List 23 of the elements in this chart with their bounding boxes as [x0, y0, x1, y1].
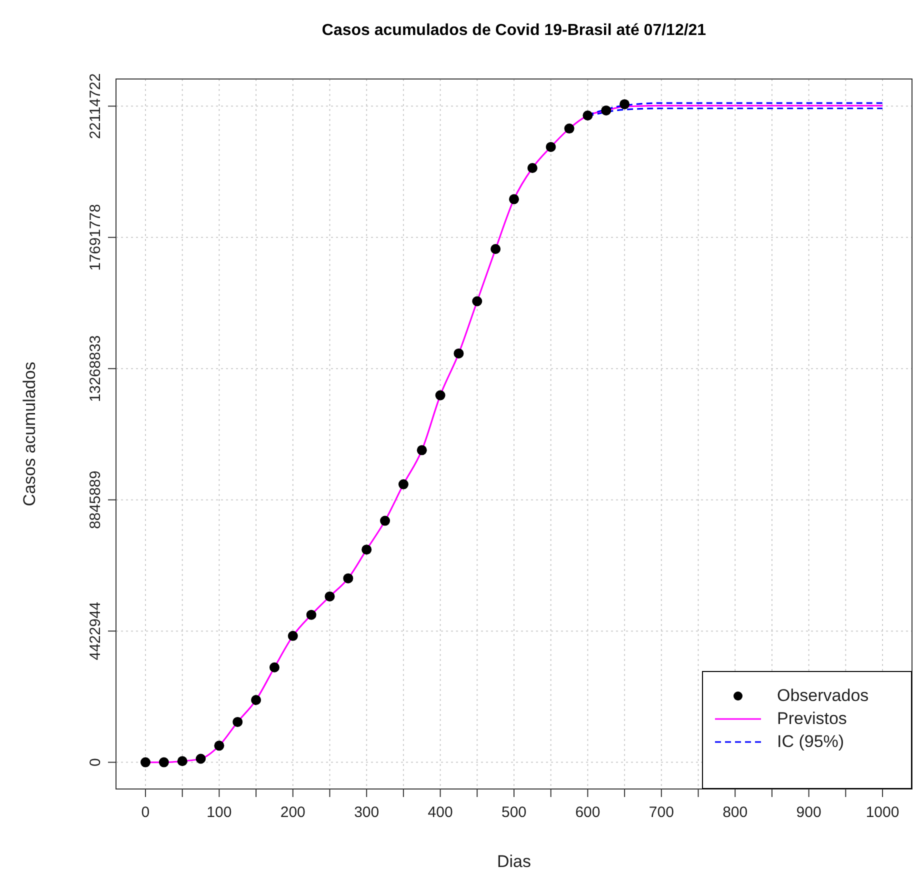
y-tick-label: 13268833 — [87, 335, 104, 402]
x-tick-label: 100 — [206, 804, 232, 821]
x-tick-label: 300 — [354, 804, 380, 821]
x-axis-title: Dias — [496, 852, 532, 872]
y-tick-label: 17691778 — [87, 204, 104, 271]
chart-title: Casos acumulados de Covid 19-Brasil até 07/12/21 — [320, 22, 708, 40]
legend-label: IC (95%) — [777, 732, 844, 752]
y-tick-label: 4422944 — [87, 602, 104, 660]
x-tick-label: 600 — [575, 804, 600, 821]
x-tick-label: 500 — [501, 804, 527, 821]
x-tick-label: 800 — [722, 804, 748, 821]
x-tick-label: 400 — [428, 804, 453, 821]
x-tick-label: 900 — [796, 804, 822, 821]
y-tick-label: 0 — [87, 758, 104, 766]
x-tick-label: 200 — [280, 804, 306, 821]
y-tick-label: 22114722 — [87, 73, 104, 139]
x-tick-label: 0 — [141, 804, 150, 821]
legend-label: Observados — [777, 686, 869, 706]
y-axis-title: Casos acumulados — [20, 362, 40, 506]
x-tick-label: 700 — [648, 804, 674, 821]
x-tick-label: 1000 — [866, 804, 900, 821]
y-tick-label: 8845889 — [87, 470, 104, 530]
legend-label: Previstos — [777, 708, 847, 728]
